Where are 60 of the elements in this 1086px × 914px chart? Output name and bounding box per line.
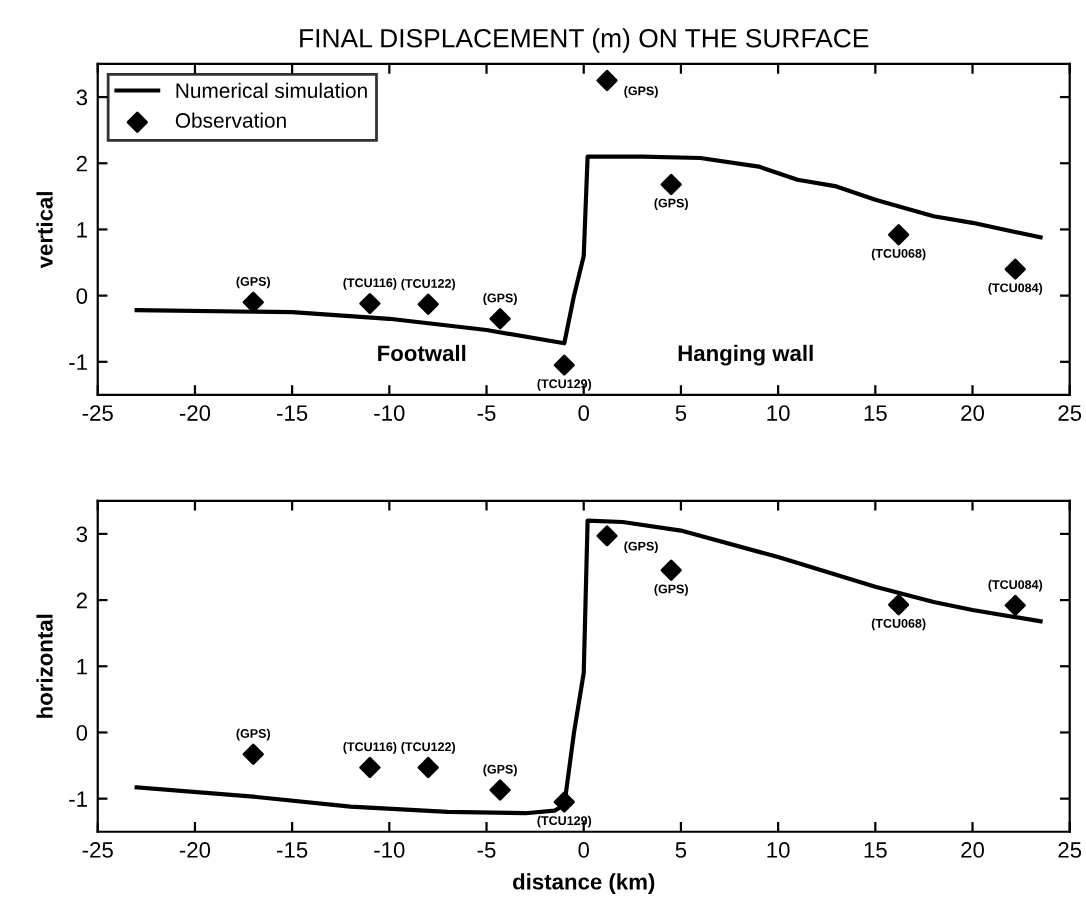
line-series [134, 518, 1043, 816]
y-tick-label: 2 [76, 592, 87, 609]
point [417, 756, 439, 779]
x-tick-label: -25 [82, 405, 113, 421]
x-tick-label: -20 [179, 842, 211, 858]
x-tick-label: 10 [767, 405, 790, 421]
x-tick-label: -15 [277, 405, 308, 421]
y-tick-label: 0 [76, 288, 88, 304]
annotation: Footwall [378, 344, 466, 362]
annotation: Hanging wall [678, 344, 813, 366]
x-tick-label: -10 [374, 405, 405, 421]
point [359, 756, 381, 779]
point [596, 525, 618, 547]
x-tick-label: -10 [374, 842, 405, 858]
legend-label: Observation [175, 112, 286, 128]
point [553, 354, 575, 376]
y-tick-label: -1 [69, 354, 87, 370]
x-tick-label: 0 [578, 405, 590, 421]
x-tick-label: 5 [675, 842, 687, 858]
y-axis-title: horizontal [36, 614, 53, 718]
point [242, 743, 264, 765]
point [1004, 594, 1026, 616]
x-tick-label: -25 [82, 842, 113, 858]
x-axis-title: distance (km) [513, 873, 655, 894]
x-tick-label: 25 [1058, 842, 1082, 858]
x-tick-label: 15 [864, 842, 887, 858]
y-tick-label: 3 [76, 89, 88, 106]
x-tick-label: 5 [675, 405, 687, 421]
legend-label: Numerical simulation [176, 82, 367, 99]
x-tick-label: 20 [961, 842, 984, 858]
x-tick-label: -5 [477, 405, 496, 421]
x-tick-label: 0 [578, 842, 590, 858]
x-tick-label: -5 [477, 842, 496, 858]
point [660, 173, 682, 196]
point [660, 559, 682, 581]
point [359, 292, 381, 315]
y-tick-label: 3 [76, 526, 88, 543]
y-axis-title: vertical [36, 192, 53, 269]
point [888, 594, 910, 616]
point [417, 293, 439, 315]
point [596, 69, 618, 92]
y-tick-label: -1 [69, 791, 87, 807]
chart-title: FINAL DISPLACEMENT (m) ON THE SURFACE [300, 28, 869, 53]
point [489, 308, 511, 330]
point [489, 779, 511, 801]
point [1004, 258, 1026, 280]
y-tick-label: 0 [76, 725, 88, 741]
y-tick-label: 2 [76, 155, 87, 172]
x-tick-label: 15 [864, 405, 887, 421]
point [242, 291, 264, 313]
point [888, 224, 910, 246]
point [553, 791, 575, 813]
y-tick-label: 1 [77, 659, 87, 675]
x-tick-label: -15 [277, 842, 308, 858]
x-tick-label: 20 [961, 405, 984, 421]
x-tick-label: 10 [767, 842, 790, 858]
x-tick-label: 25 [1058, 405, 1082, 421]
x-tick-label: -20 [179, 405, 211, 421]
y-tick-label: 1 [77, 222, 87, 238]
line-series [134, 154, 1043, 346]
